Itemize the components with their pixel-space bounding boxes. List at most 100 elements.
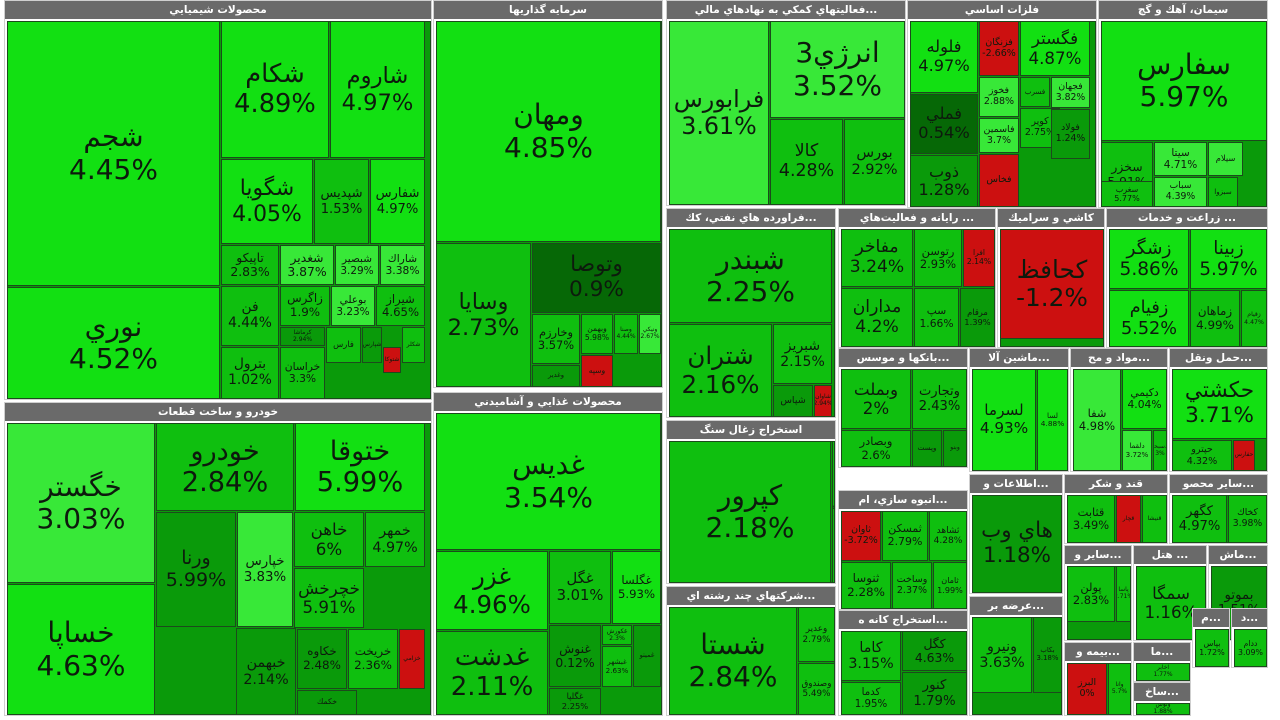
stock-tile[interactable]: ثمسكن 2.79% — [882, 511, 928, 561]
stock-tile[interactable]: سفارس 5.97% — [1101, 21, 1267, 141]
stock-tile[interactable]: حپترو 4.32% — [1172, 440, 1232, 471]
stock-tile[interactable]: بكاب 3.18% — [1033, 617, 1062, 693]
stock-tile[interactable]: فزنگان -2.66% — [979, 21, 1019, 76]
stock-tile[interactable]: خزامي — [399, 629, 425, 689]
stock-tile[interactable]: شجم 4.45% — [7, 21, 220, 286]
stock-tile[interactable]: فلوله 4.97% — [910, 21, 978, 93]
stock-tile[interactable]: سيلام — [1208, 142, 1243, 176]
sector-title[interactable]: ...استخراج كانه ه — [839, 611, 967, 629]
sector-title[interactable]: محصولات شيميايي — [5, 1, 431, 19]
sector-title[interactable]: ...ساخ — [1134, 683, 1190, 701]
stock-tile[interactable]: شبندر 2.25% — [669, 229, 832, 323]
stock-tile[interactable]: خچرخش 5.91% — [294, 568, 364, 628]
stock-tile[interactable]: غگل 3.01% — [549, 551, 611, 624]
stock-tile[interactable]: وسايا 2.73% — [436, 243, 531, 387]
stock-tile[interactable]: ومهان 4.85% — [436, 21, 661, 242]
stock-tile[interactable]: زفيام 5.52% — [1109, 290, 1189, 347]
stock-tile[interactable]: انرژي3 3.52% — [770, 21, 905, 118]
stock-tile[interactable]: لسرما 4.93% — [972, 369, 1036, 471]
stock-tile[interactable]: بورس 2.92% — [844, 119, 905, 205]
stock-tile[interactable]: وبملت 2% — [841, 369, 911, 429]
stock-tile[interactable]: غكورش 2.3% — [602, 625, 632, 645]
stock-tile[interactable]: كدما 1.95% — [841, 682, 901, 715]
stock-tile[interactable]: وبصادر 2.6% — [841, 430, 911, 467]
stock-tile[interactable]: ذوب 1.28% — [910, 155, 978, 207]
stock-tile[interactable]: سپ 1.66% — [914, 288, 959, 347]
stock-tile[interactable]: خكاوه 2.48% — [297, 629, 347, 689]
stock-tile[interactable]: خاهن 6% — [294, 512, 364, 567]
stock-tile[interactable]: قثابت 3.49% — [1067, 495, 1115, 543]
stock-tile[interactable]: وبنو — [943, 430, 967, 467]
stock-tile[interactable]: بترول 1.02% — [221, 347, 279, 399]
sector-title[interactable]: ...ماش — [1209, 546, 1267, 564]
stock-tile[interactable]: وصندوق 5.49% — [798, 663, 835, 715]
stock-tile[interactable]: سيتا 4.71% — [1154, 142, 1207, 176]
stock-tile[interactable]: وتجارت 2.43% — [912, 369, 967, 429]
stock-tile[interactable]: غدشت 2.11% — [436, 631, 548, 715]
stock-tile[interactable]: شاراك 3.38% — [380, 245, 425, 285]
sector-title[interactable]: ...عرضه بر — [970, 597, 1062, 615]
sector-title[interactable]: ... رايانه و فعاليت‌هاي — [839, 209, 995, 227]
stock-tile[interactable]: مداران 4.2% — [841, 288, 913, 347]
stock-tile[interactable]: پاسا2.71% — [1116, 566, 1131, 622]
stock-tile[interactable]: كالا 4.28% — [770, 119, 843, 205]
stock-tile[interactable]: شاوان 2.94% — [814, 385, 832, 417]
stock-tile[interactable]: ددام 3.09% — [1234, 629, 1267, 667]
stock-tile[interactable]: افرا 2.14% — [963, 229, 995, 287]
stock-tile[interactable]: غگلپا 2.25% — [549, 688, 601, 715]
stock-tile[interactable]: ثشاهد 4.28% — [929, 511, 967, 561]
stock-tile[interactable]: شيراز 4.65% — [376, 286, 425, 326]
stock-tile[interactable]: دسبحا 3% — [1153, 430, 1167, 471]
stock-tile[interactable]: خگستر 3.03% — [7, 423, 155, 583]
stock-tile[interactable]: غنوش 0.12% — [549, 625, 601, 687]
sector-title[interactable]: ...اطلاعات و — [970, 475, 1062, 493]
stock-tile[interactable]: شتوكا — [383, 347, 401, 373]
stock-tile[interactable]: فاسمين 3.7% — [979, 118, 1019, 153]
stock-tile[interactable]: ورنا 5.99% — [156, 512, 236, 627]
stock-tile[interactable]: فسرب — [1020, 77, 1050, 107]
stock-tile[interactable]: وخارزم 3.57% — [532, 314, 580, 364]
sector-title[interactable]: ...ساير محصو — [1170, 475, 1267, 493]
stock-tile[interactable]: غبشهر 2.63% — [602, 646, 632, 687]
sector-title[interactable]: ...ماشين آلا — [970, 349, 1068, 367]
sector-title[interactable]: سيمان، آهك و گچ — [1099, 1, 1267, 19]
stock-tile[interactable]: مفاخر 3.24% — [841, 229, 913, 287]
sector-title[interactable]: سرمايه گذاريها — [434, 1, 662, 19]
stock-tile[interactable]: وساخت 2.37% — [892, 562, 932, 609]
stock-tile[interactable]: هاي وب 1.18% — [972, 495, 1062, 593]
stock-tile[interactable]: شغدير 3.87% — [280, 245, 334, 285]
stock-tile[interactable]: ثاوان -3.72% — [841, 511, 881, 561]
stock-tile[interactable]: بوعلي 3.23% — [331, 286, 375, 326]
sector-title[interactable]: قند و شكر — [1065, 475, 1167, 493]
stock-tile[interactable]: خكمك — [297, 690, 357, 715]
stock-tile[interactable]: شاروم 4.97% — [330, 21, 425, 158]
stock-tile[interactable]: شبصير 3.29% — [335, 245, 379, 285]
sector-title[interactable]: ...ساير و — [1065, 546, 1131, 564]
stock-tile[interactable]: فخاس — [979, 154, 1019, 207]
stock-tile[interactable]: شگويا 4.05% — [221, 159, 313, 244]
stock-tile[interactable]: تاپيكو 2.83% — [221, 245, 279, 285]
stock-tile[interactable]: فملي 0.54% — [910, 94, 978, 154]
stock-tile[interactable]: غمينو — [633, 625, 661, 687]
sector-title[interactable]: ...د — [1232, 609, 1267, 627]
stock-tile[interactable]: سمگا 1.16% — [1136, 566, 1206, 640]
stock-tile[interactable]: ثامان 1.99% — [933, 562, 967, 609]
stock-tile[interactable]: ونيرو 3.63% — [972, 617, 1032, 693]
stock-tile[interactable]: غزر 4.96% — [436, 551, 548, 630]
stock-tile[interactable]: شپديس 1.53% — [314, 159, 369, 244]
sector-title[interactable]: ...بانكها و موسس — [839, 349, 967, 367]
stock-tile[interactable]: كگل 4.63% — [902, 631, 967, 671]
sector-title[interactable]: استخراج زغال سنگ — [667, 421, 835, 439]
stock-tile[interactable]: قنيشا — [1142, 495, 1167, 543]
stock-tile[interactable]: شستا 2.84% — [669, 607, 797, 715]
stock-tile[interactable]: وسپه — [581, 355, 613, 387]
stock-tile[interactable]: كرماشا 2.94% — [280, 327, 325, 346]
stock-tile[interactable]: فن 4.44% — [221, 286, 279, 346]
stock-tile[interactable]: لسا 4.88% — [1037, 369, 1068, 471]
stock-tile[interactable]: زقيام 4.47% — [1241, 290, 1267, 347]
sector-title[interactable]: ...فراورده هاي نفتي، كك — [667, 209, 835, 227]
stock-tile[interactable]: زاگرس 1.9% — [280, 286, 330, 326]
stock-tile[interactable]: وغدير — [532, 365, 580, 387]
stock-tile[interactable]: فخوز 2.88% — [979, 77, 1019, 117]
stock-tile[interactable]: پولن 2.83% — [1067, 566, 1115, 622]
